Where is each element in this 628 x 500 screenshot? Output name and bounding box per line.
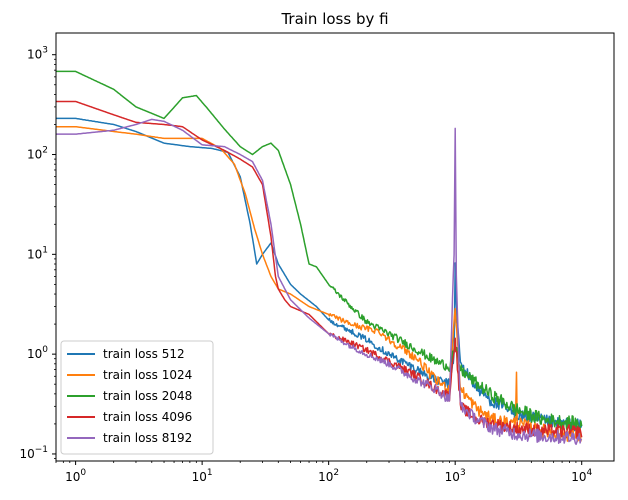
x-tick-label: 101 [192, 468, 213, 484]
legend: train loss 512 train loss 1024 train loss … [60, 340, 214, 455]
y-tick-label: 101 [27, 245, 48, 261]
x-tick-label: 104 [571, 468, 592, 484]
x-tick-label: 103 [445, 468, 466, 484]
x-tick-label: 100 [65, 468, 86, 484]
series-line-2 [56, 125, 582, 442]
plot-frame [55, 32, 615, 462]
legend-box [60, 340, 214, 455]
series-layer [56, 70, 583, 446]
legend-label-2: train loss 1024 [103, 368, 192, 382]
chart-title: Train loss by fi [280, 10, 388, 28]
series-line-4 [56, 100, 583, 440]
y-tick-label: 102 [27, 146, 48, 162]
legend-label-4: train loss 4096 [103, 410, 192, 424]
legend-label-5: train loss 8192 [103, 431, 192, 445]
y-tick-label: 10−1 [19, 445, 48, 461]
y-axis: 10−1 100 101 102 103 [19, 46, 56, 461]
y-tick-label: 100 [27, 345, 48, 361]
y-tick-label: 103 [27, 46, 48, 62]
legend-label-1: train loss 512 [103, 347, 185, 361]
x-axis: 100 101 102 103 104 [55, 461, 592, 484]
x-tick-label: 102 [318, 468, 339, 484]
series-line-3 [56, 70, 583, 431]
legend-label-3: train loss 2048 [103, 389, 192, 403]
series-line-5 [56, 118, 583, 446]
